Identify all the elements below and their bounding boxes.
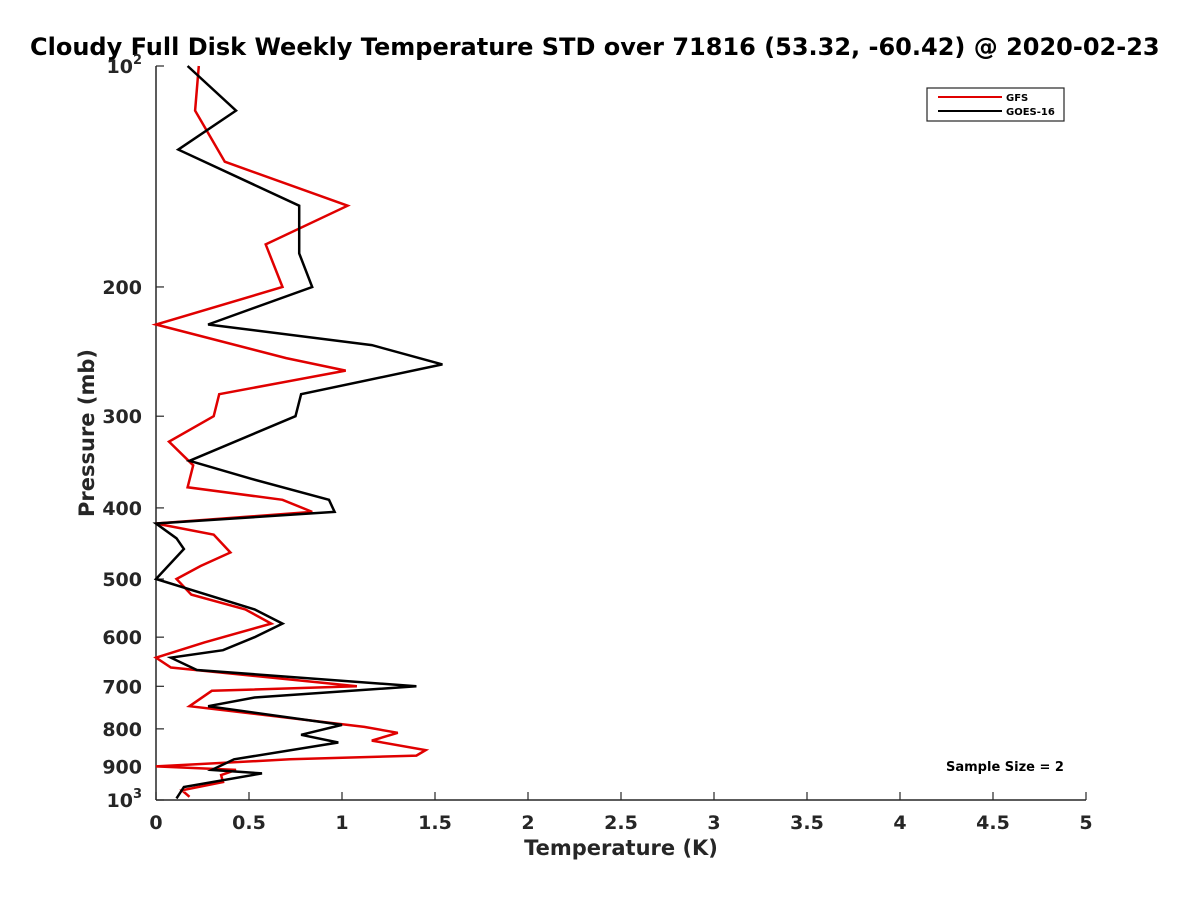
x-tick-label: 3.5 <box>790 812 824 834</box>
x-tick-label: 0 <box>149 812 162 834</box>
y-tick-label-exponent: 3 <box>133 787 142 802</box>
y-tick-label: 700 <box>102 676 142 698</box>
legend: GFS GOES-16 <box>926 87 1065 122</box>
x-tick-label: 2.5 <box>604 812 638 834</box>
x-tick-label: 4.5 <box>976 812 1010 834</box>
y-axis-label: Pressure (mb) <box>75 349 99 517</box>
legend-label-goes-16: GOES-16 <box>1006 107 1055 118</box>
legend-box <box>926 87 1065 122</box>
y-tick-label: 300 <box>102 406 142 428</box>
y-tick-label: 103 <box>107 787 143 812</box>
y-tick-label: 102 <box>107 53 143 78</box>
chart-title: Cloudy Full Disk Weekly Temperature STD … <box>30 33 1160 61</box>
legend-label-gfs: GFS <box>1006 93 1028 104</box>
y-tick-label: 200 <box>102 277 142 299</box>
x-tick-label: 5 <box>1079 812 1092 834</box>
y-tick-label: 900 <box>102 756 142 778</box>
sample-size-annotation: Sample Size = 2 <box>946 760 1064 775</box>
y-tick-label: 500 <box>102 569 142 591</box>
x-tick-label: 1 <box>335 812 348 834</box>
x-tick-label: 2 <box>521 812 534 834</box>
x-axis-label: Temperature (K) <box>524 836 718 860</box>
y-tick-label-exponent: 2 <box>133 53 142 68</box>
x-tick-label: 0.5 <box>232 812 266 834</box>
y-tick-label-base: 10 <box>107 790 133 812</box>
x-tick-label: 1.5 <box>418 812 452 834</box>
x-tick-label: 4 <box>893 812 906 834</box>
y-tick-label: 800 <box>102 719 142 741</box>
series-line-goes-16 <box>152 65 443 800</box>
y-tick-label: 400 <box>102 498 142 520</box>
plot-frame <box>155 66 1086 801</box>
series-lines <box>151 65 443 800</box>
x-ticks: 0 0.5 1 1.5 2 2.5 3 3.5 4 4.5 5 <box>149 792 1093 834</box>
y-tick-label-base: 10 <box>107 56 133 78</box>
series-line-gfs <box>151 65 430 798</box>
y-tick-label: 600 <box>102 627 142 649</box>
x-tick-label: 3 <box>707 812 720 834</box>
